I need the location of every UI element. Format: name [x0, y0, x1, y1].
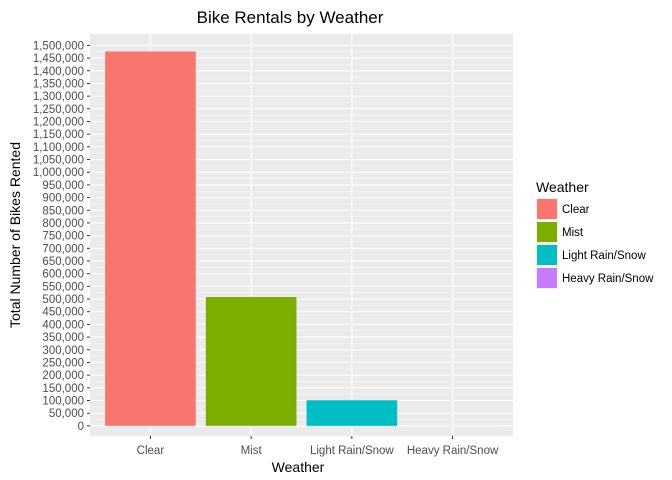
y-tick-label: 1,050,000	[33, 155, 84, 167]
y-tick-label: 550,000	[42, 281, 84, 293]
y-tick-label: 750,000	[42, 231, 84, 243]
y-tick-label: 1,100,000	[33, 142, 84, 154]
legend-swatch	[537, 245, 557, 265]
y-tick-label: 600,000	[42, 269, 84, 281]
y-tick-label: 300,000	[42, 345, 84, 357]
y-axis: 050,000100,000150,000200,000250,000300,0…	[33, 40, 90, 433]
y-tick-label: 700,000	[42, 243, 84, 255]
y-tick-label: 50,000	[49, 408, 84, 420]
legend-label: Light Rain/Snow	[562, 250, 646, 262]
y-tick-label: 200,000	[42, 370, 84, 382]
y-tick-label: 1,450,000	[33, 53, 84, 65]
y-tick-label: 800,000	[42, 218, 84, 230]
y-tick-label: 450,000	[42, 307, 84, 319]
bar-mist	[205, 297, 297, 426]
y-tick-label: 1,250,000	[33, 104, 84, 116]
bar-light-rain-snow	[306, 400, 398, 426]
x-tick-label: Clear	[137, 445, 165, 457]
y-tick-label: 100,000	[42, 395, 84, 407]
x-tick-label: Mist	[241, 445, 263, 457]
y-tick-label: 250,000	[42, 357, 84, 369]
legend-items: Clear Mist Light Rain/Snow Heavy Rain/Snow	[536, 198, 654, 289]
y-tick-label: 1,300,000	[33, 91, 84, 103]
y-tick-label: 1,500,000	[33, 40, 84, 52]
y-tick-label: 350,000	[42, 332, 84, 344]
y-tick-label: 500,000	[42, 294, 84, 306]
legend-title: Weather	[536, 179, 589, 195]
y-tick-label: 1,000,000	[33, 167, 84, 179]
bar-clear	[105, 51, 196, 426]
legend-swatch	[537, 222, 557, 242]
y-tick-label: 0	[78, 421, 84, 433]
chart-title: Bike Rentals by Weather	[197, 8, 384, 27]
y-tick-label: 900,000	[42, 193, 84, 205]
y-tick-label: 650,000	[42, 256, 84, 268]
x-axis-title: Weather	[272, 459, 325, 475]
bars	[105, 51, 498, 426]
legend: Weather Clear Mist Light Rain/Snow Heavy Ra…	[536, 179, 654, 289]
y-tick-label: 150,000	[42, 383, 84, 395]
x-tick-label: Heavy Rain/Snow	[407, 445, 499, 457]
y-tick-label: 400,000	[42, 319, 84, 331]
legend-label: Clear	[562, 204, 590, 216]
legend-label: Mist	[562, 227, 584, 239]
legend-swatch	[537, 268, 557, 288]
y-tick-label: 850,000	[42, 205, 84, 217]
y-tick-label: 950,000	[42, 180, 84, 192]
legend-label: Heavy Rain/Snow	[562, 273, 654, 285]
legend-swatch	[537, 199, 557, 219]
y-axis-title: Total Number of Bikes Rented	[7, 142, 23, 328]
x-tick-label: Light Rain/Snow	[310, 445, 394, 457]
y-tick-label: 1,350,000	[33, 78, 84, 90]
y-tick-label: 1,150,000	[33, 129, 84, 141]
y-tick-label: 1,200,000	[33, 117, 84, 129]
x-axis: Clear Mist Light Rain/Snow Heavy Rain/Snow	[137, 436, 499, 457]
y-tick-label: 1,400,000	[33, 66, 84, 78]
